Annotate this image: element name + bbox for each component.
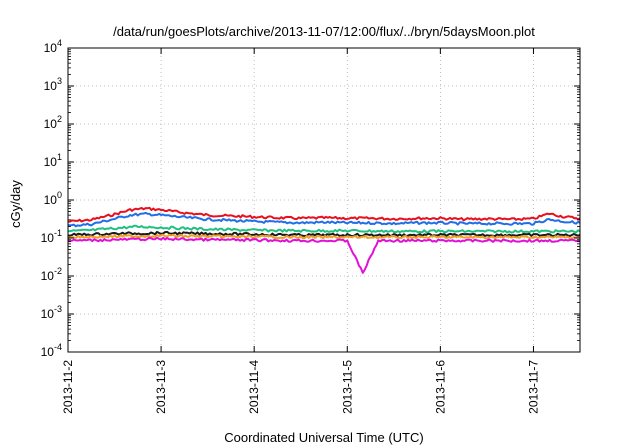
y-tick-label: 10-2 (41, 266, 62, 283)
y-axis-label: cGy/day (8, 180, 23, 228)
x-tick-label: 2013-11-3 (154, 360, 168, 414)
series-line-6 (67, 236, 581, 274)
series-group (67, 206, 581, 274)
y-tick-label: 103 (44, 76, 62, 93)
y-tick-label: 101 (44, 152, 62, 169)
grid (68, 48, 580, 352)
series-line-2 (67, 211, 581, 228)
x-tick-label: 2013-11-2 (61, 360, 75, 414)
x-tick-label: 2013-11-6 (433, 360, 447, 414)
series-line-1 (68, 206, 581, 223)
y-axis-ticks: 10-4 10-3 10-2 10-1 100 101 102 103 104 (41, 38, 580, 359)
x-tick-label: 2013-11-7 (526, 360, 540, 414)
series-line-3 (67, 224, 581, 234)
chart-title: /data/run/goesPlots/archive/2013-11-07/1… (113, 24, 535, 39)
x-tick-label: 2013-11-5 (340, 360, 354, 414)
series-line-5 (67, 233, 581, 240)
x-axis-ticks: 2013-11-2 2013-11-3 2013-11-4 2013-11-5 2013… (61, 48, 540, 414)
y-tick-label: 10-3 (41, 304, 62, 321)
y-tick-label: 104 (44, 38, 62, 55)
y-tick-label: 100 (44, 190, 62, 207)
y-tick-label: 10-1 (41, 228, 62, 245)
y-tick-label: 102 (44, 114, 62, 131)
series-line-4 (67, 230, 581, 238)
x-axis-label: Coordinated Universal Time (UTC) (224, 430, 423, 445)
y-tick-label: 10-4 (41, 342, 62, 359)
x-tick-label: 2013-11-4 (247, 360, 261, 414)
